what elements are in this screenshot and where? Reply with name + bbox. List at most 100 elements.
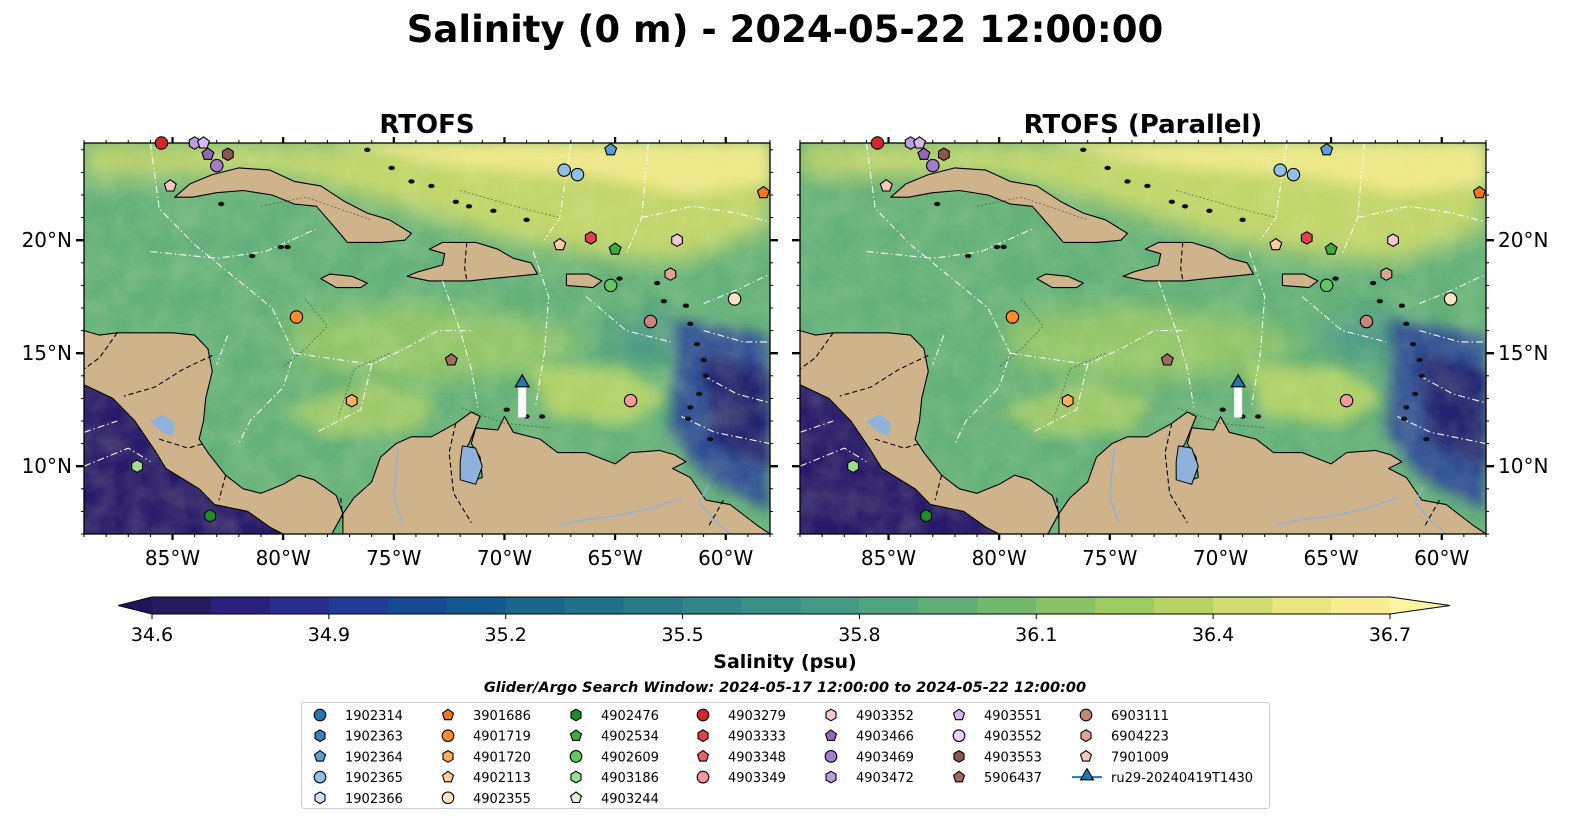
island bbox=[218, 201, 225, 207]
bathymetry-contour bbox=[460, 190, 560, 218]
legend-marker bbox=[1080, 729, 1092, 743]
river bbox=[559, 497, 682, 526]
legend-label: 4903469 bbox=[856, 750, 914, 765]
border bbox=[448, 423, 472, 523]
eez-boundary bbox=[1032, 364, 1089, 433]
border bbox=[707, 499, 724, 528]
legend-label: 4902476 bbox=[601, 709, 659, 724]
eez-boundary bbox=[703, 273, 770, 305]
eez-boundary bbox=[316, 364, 373, 433]
island bbox=[1080, 147, 1087, 152]
colorbar-segment bbox=[623, 597, 684, 614]
land-central-america bbox=[84, 330, 344, 534]
legend-marker bbox=[313, 749, 327, 762]
legend-label: 7901009 bbox=[1111, 750, 1169, 765]
legend-marker bbox=[313, 770, 327, 784]
glider-marker-ru29-20240419T1430 bbox=[514, 373, 531, 388]
eez-boundary bbox=[1248, 251, 1266, 408]
legend-marker bbox=[952, 708, 966, 721]
island bbox=[693, 342, 701, 347]
float-marker-6904223 bbox=[664, 267, 677, 281]
colorbar-segment bbox=[682, 597, 743, 614]
island bbox=[503, 407, 510, 412]
legend-label: 1902365 bbox=[345, 771, 403, 786]
float-marker-4903333 bbox=[1300, 231, 1313, 245]
island bbox=[1412, 391, 1419, 397]
colorbar-tick-label: 36.1 bbox=[1015, 624, 1057, 646]
eez-boundary bbox=[532, 251, 550, 408]
legend-marker bbox=[953, 749, 965, 763]
island bbox=[1418, 373, 1426, 378]
float-marker-1902365 bbox=[1286, 167, 1301, 182]
float-marker-4901720 bbox=[1061, 393, 1074, 408]
island bbox=[538, 414, 546, 419]
border bbox=[159, 438, 204, 449]
river bbox=[393, 448, 404, 523]
x-tick-label: 65°W bbox=[587, 546, 642, 570]
legend-label: 4903348 bbox=[728, 750, 786, 765]
land-jamaica bbox=[1036, 273, 1084, 289]
border bbox=[1056, 497, 1060, 521]
eez-boundary bbox=[1010, 330, 1188, 366]
float-marker-3901686 bbox=[1472, 185, 1486, 199]
eez-boundary bbox=[932, 334, 945, 365]
island bbox=[1000, 244, 1007, 250]
eez-boundary bbox=[84, 420, 118, 433]
legend-marker bbox=[441, 729, 455, 743]
float-marker-4903352 bbox=[1387, 233, 1399, 248]
salinity-field bbox=[84, 143, 770, 534]
colorbar-segment bbox=[564, 597, 625, 614]
colorbar-segment bbox=[1154, 597, 1214, 614]
colorbar-segment bbox=[1272, 597, 1332, 614]
border bbox=[934, 475, 943, 501]
eez-boundary bbox=[1419, 375, 1486, 404]
colorbar-segment bbox=[977, 597, 1037, 614]
lake-maracaibo bbox=[459, 445, 483, 485]
border bbox=[839, 355, 929, 397]
river bbox=[1275, 497, 1398, 526]
island bbox=[428, 183, 435, 189]
eez-boundary bbox=[866, 228, 1033, 259]
legend-label: 4903352 bbox=[856, 709, 914, 724]
legend-label: 4903349 bbox=[728, 771, 786, 786]
legend-label: 4901719 bbox=[473, 730, 531, 745]
island bbox=[249, 253, 256, 259]
legend-marker bbox=[696, 749, 710, 762]
border bbox=[84, 332, 118, 370]
land-cuba bbox=[174, 167, 413, 243]
bathymetry-contour bbox=[1054, 352, 1106, 417]
float-marker-4902113 bbox=[553, 237, 567, 251]
border bbox=[1423, 499, 1440, 528]
island bbox=[1376, 299, 1384, 304]
y-tick-label: 15°N bbox=[22, 341, 72, 365]
eez-boundary bbox=[681, 416, 770, 445]
colorbar-segment bbox=[210, 597, 271, 614]
island bbox=[965, 253, 972, 259]
eez-boundary bbox=[1419, 330, 1486, 343]
glider-marker-ru29-20240419T1430 bbox=[1230, 373, 1247, 388]
island bbox=[1206, 208, 1213, 213]
legend-label: 4903551 bbox=[984, 709, 1042, 724]
bathymetry-contour bbox=[998, 298, 1044, 368]
legend-label: ru29-20240419T1430 bbox=[1111, 771, 1253, 786]
x-tick-label: 65°W bbox=[1303, 546, 1358, 570]
float-marker-4902355 bbox=[1443, 292, 1458, 306]
eez-boundary bbox=[800, 420, 834, 433]
float-marker-6903111 bbox=[1359, 314, 1374, 329]
colorbar-extend-max bbox=[1390, 597, 1450, 614]
eez-boundary bbox=[800, 447, 867, 467]
legend-label: 1902363 bbox=[345, 730, 403, 745]
float-markers bbox=[131, 136, 770, 523]
island bbox=[408, 179, 415, 184]
float-marker-4903551 bbox=[196, 136, 211, 149]
legend-marker bbox=[442, 749, 454, 763]
float-marker-4903469 bbox=[210, 158, 224, 173]
legend-marker bbox=[441, 770, 455, 783]
land-central-america bbox=[800, 330, 1060, 534]
map-panel-rtofs: RTOFS 85°W 80°W 75°W 70°W 65°W 60°W 10°N 15°N 20… bbox=[22, 110, 778, 570]
colorbar-tick-label: 36.7 bbox=[1369, 624, 1411, 646]
legend-marker bbox=[696, 770, 710, 784]
island bbox=[1104, 165, 1111, 171]
legend-label: 1902314 bbox=[345, 709, 403, 724]
island bbox=[660, 299, 667, 304]
